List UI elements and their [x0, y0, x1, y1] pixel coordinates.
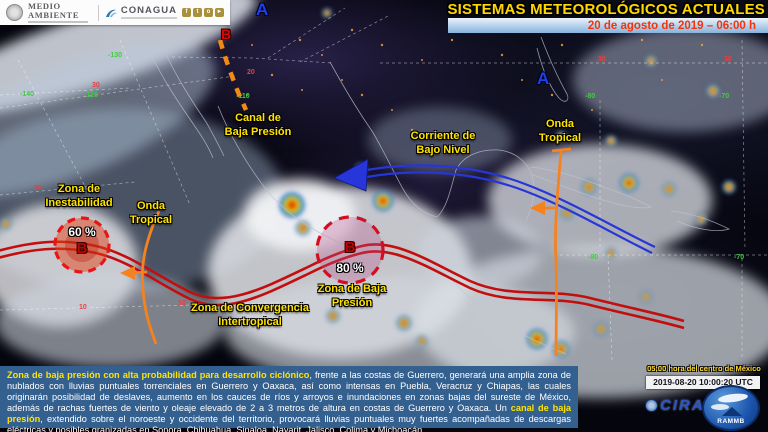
- low-level-current-arrow: [333, 158, 656, 254]
- low-pressure-symbol-north: B: [221, 26, 232, 42]
- coastlines: [149, 36, 731, 355]
- description-body-2: , extendido sobre el noroeste y occident…: [7, 413, 571, 432]
- tropical-wave-right-line: [530, 147, 572, 357]
- grid-label: 30: [598, 56, 606, 63]
- low-pressure-probability: 80 %: [336, 261, 364, 275]
- weather-description: Zona de baja presión con alta probabilid…: [0, 366, 578, 432]
- twitter-icon: t: [193, 8, 202, 17]
- low-symbol-low-pressure-zone: B: [344, 239, 356, 256]
- social-icons: f t o ►: [182, 8, 224, 17]
- medio-ambiente-logo: MEDIO AMBIENTE: [28, 2, 93, 23]
- grid-labels: 30 20 30 30 10 10 20 -140 -120 -130 -110…: [20, 52, 744, 311]
- description-body-1: , frente a las costas de Guerrero, gener…: [7, 370, 571, 413]
- development-zones: [53, 215, 385, 285]
- rammb-logo: RAMMB: [702, 385, 760, 431]
- low-symbol-instability-zone: B: [76, 240, 88, 257]
- conagua-subtext: [120, 17, 177, 19]
- low-pressure-zone-circle: [315, 215, 385, 285]
- grid-label: -140: [20, 91, 34, 98]
- medio-ambiente-label: MEDIO AMBIENTE: [28, 1, 80, 20]
- low-pressure-channel-line: [217, 39, 249, 111]
- grid-label: -80: [585, 93, 595, 100]
- globe-icon: [645, 399, 658, 412]
- grid-label: -120: [84, 92, 98, 99]
- grid-label: -70: [719, 93, 729, 100]
- local-time-label: 05:00 hora del centro de México: [647, 364, 761, 373]
- description-highlight-2: canal de baja presión: [7, 402, 571, 424]
- label-corriente-bajo-nivel: Corriente de Bajo Nivel: [410, 130, 476, 157]
- grid-label: 10: [178, 300, 186, 307]
- rammb-label: RAMMB: [717, 418, 745, 425]
- label-onda-tropical-left: Onda Tropical: [129, 200, 173, 227]
- rammb-mountain-shape: [722, 407, 742, 416]
- logo-divider: [98, 4, 99, 21]
- grid-label: 10: [79, 304, 87, 311]
- grid-label: 20: [34, 185, 42, 192]
- medio-ambiente-subtext: [28, 20, 88, 23]
- instability-zone-circle: [53, 216, 111, 274]
- grid-label: -110: [236, 93, 250, 100]
- facebook-icon: f: [182, 8, 191, 17]
- instability-probability: 60 %: [68, 225, 96, 239]
- cira-logo: CIRA: [645, 397, 705, 414]
- grid-label: 30: [724, 56, 732, 63]
- youtube-icon: ►: [215, 8, 224, 17]
- rammb-cloud-shape: [711, 404, 729, 410]
- grid-lines: [0, 7, 768, 361]
- tropical-wave-left-line: [120, 210, 161, 345]
- conagua-logo: CONAGUA: [104, 6, 177, 19]
- instagram-icon: o: [204, 8, 213, 17]
- label-zona-convergencia: Zona de Convergencia Intertropical: [191, 302, 309, 329]
- grid-label: 30: [92, 82, 100, 89]
- logo-bar: MEDIO AMBIENTE CONAGUA f t o ►: [0, 0, 230, 25]
- label-onda-tropical-right: Onda Tropical: [538, 118, 582, 145]
- high-pressure-symbol-north: A: [256, 0, 269, 19]
- conagua-wave-icon: [105, 9, 117, 17]
- label-zona-inestabilidad: Zona de Inestabilidad: [45, 183, 113, 210]
- conagua-label: CONAGUA: [120, 5, 177, 16]
- high-pressure-symbol-gulf: A: [537, 69, 550, 88]
- page-title: SISTEMAS METEOROLÓGICOS ACTUALES: [447, 1, 765, 18]
- cloud-field: [0, 0, 768, 398]
- label-zona-baja-presion: Zona de Baja Presión: [317, 283, 387, 310]
- date-bar: 20 de agosto de 2019 – 06:00 h: [448, 18, 768, 33]
- grid-label: 20: [247, 69, 255, 76]
- rammb-cloud-shape: [717, 392, 749, 404]
- grid-label: -80: [588, 254, 598, 261]
- mexico-seal-icon: [6, 4, 23, 21]
- grid-label: -130: [108, 52, 122, 59]
- label-canal-baja-presion: Canal de Baja Presión: [224, 112, 292, 139]
- description-highlight-1: Zona de baja presión con alta probabilid…: [7, 370, 310, 380]
- date-label: 20 de agosto de 2019 – 06:00 h: [587, 19, 756, 32]
- grid-label: -70: [734, 254, 744, 261]
- cira-label: CIRA: [660, 397, 705, 414]
